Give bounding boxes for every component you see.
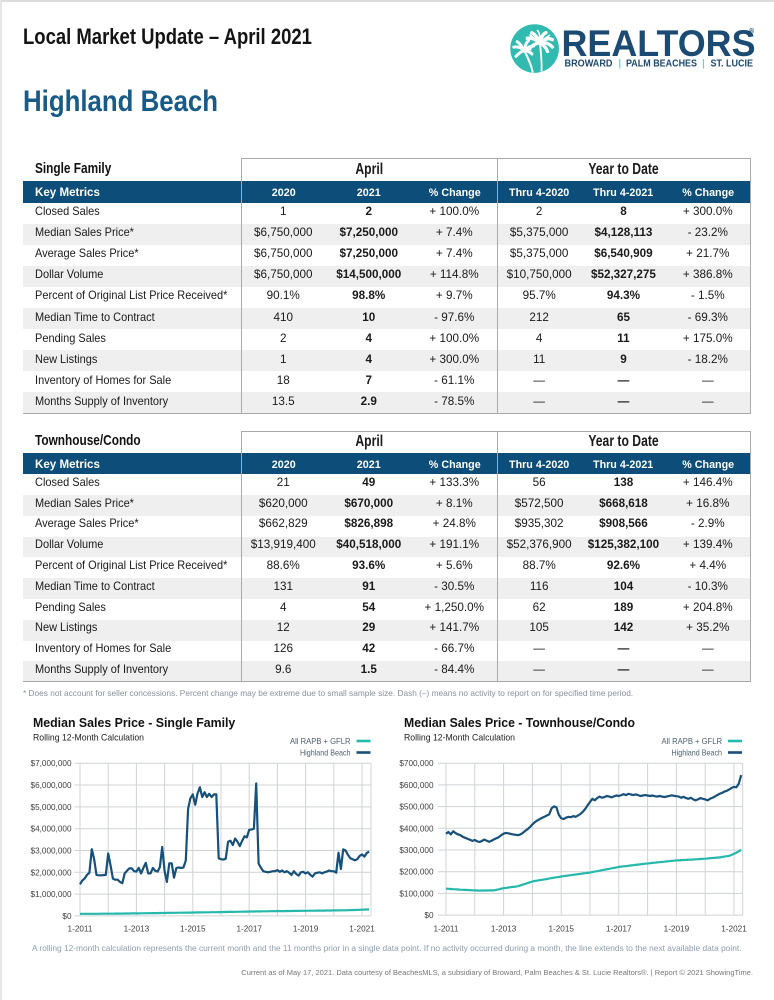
svg-text:1-2013: 1-2013 [124, 925, 150, 934]
svg-text:REALTORS: REALTORS [562, 23, 756, 64]
svg-text:1-2015: 1-2015 [548, 925, 574, 934]
svg-text:1-2017: 1-2017 [606, 925, 632, 934]
svg-text:BROWARD: BROWARD [565, 59, 613, 70]
svg-text:$3,000,000: $3,000,000 [31, 847, 72, 856]
svg-text:1-2013: 1-2013 [491, 925, 517, 934]
svg-text:1-2021: 1-2021 [721, 925, 747, 934]
svg-text:1-2021: 1-2021 [349, 925, 375, 934]
svg-text:$100,000: $100,000 [399, 889, 434, 898]
svg-text:ST. LUCIE: ST. LUCIE [711, 59, 754, 70]
svg-text:$400,000: $400,000 [399, 824, 434, 833]
svg-text:Median Sales Price - Townhouse: Median Sales Price - Townhouse/Condo [404, 715, 635, 730]
svg-text:$200,000: $200,000 [399, 868, 434, 877]
svg-text:$7,000,000: $7,000,000 [31, 759, 72, 768]
svg-text:$0: $0 [424, 911, 434, 920]
svg-text:$600,000: $600,000 [399, 781, 434, 790]
svg-text:Highland Beach: Highland Beach [300, 749, 351, 758]
svg-text:1-2015: 1-2015 [180, 925, 206, 934]
svg-text:1-2011: 1-2011 [68, 925, 93, 934]
svg-text:Highland Beach: Highland Beach [672, 749, 723, 758]
svg-text:1-2011: 1-2011 [434, 925, 459, 934]
svg-text:$4,000,000: $4,000,000 [31, 825, 72, 834]
svg-text:PALM BEACHES: PALM BEACHES [626, 59, 697, 70]
svg-text:$700,000: $700,000 [399, 759, 434, 768]
svg-text:$300,000: $300,000 [399, 846, 434, 855]
svg-text:$1,000,000: $1,000,000 [31, 890, 72, 899]
svg-text:1-2019: 1-2019 [664, 925, 690, 934]
svg-text:$5,000,000: $5,000,000 [31, 803, 72, 812]
svg-text:|: | [702, 59, 705, 70]
svg-text:®: ® [749, 28, 755, 36]
svg-text:1-2019: 1-2019 [293, 925, 319, 934]
svg-text:$2,000,000: $2,000,000 [31, 868, 72, 877]
svg-text:1-2017: 1-2017 [236, 925, 262, 934]
svg-text:All RAPB + GFLR: All RAPB + GFLR [290, 737, 351, 746]
svg-text:$0: $0 [62, 912, 72, 921]
svg-text:$6,000,000: $6,000,000 [31, 781, 72, 790]
svg-text:|: | [619, 59, 622, 70]
svg-text:$500,000: $500,000 [399, 803, 434, 812]
svg-text:All RAPB + GFLR: All RAPB + GFLR [662, 737, 723, 746]
svg-text:Rolling 12-Month Calculation: Rolling 12-Month Calculation [404, 733, 515, 743]
svg-text:Rolling 12-Month Calculation: Rolling 12-Month Calculation [33, 733, 144, 743]
svg-text:Median Sales Price - Single Fa: Median Sales Price - Single Family [33, 715, 236, 730]
